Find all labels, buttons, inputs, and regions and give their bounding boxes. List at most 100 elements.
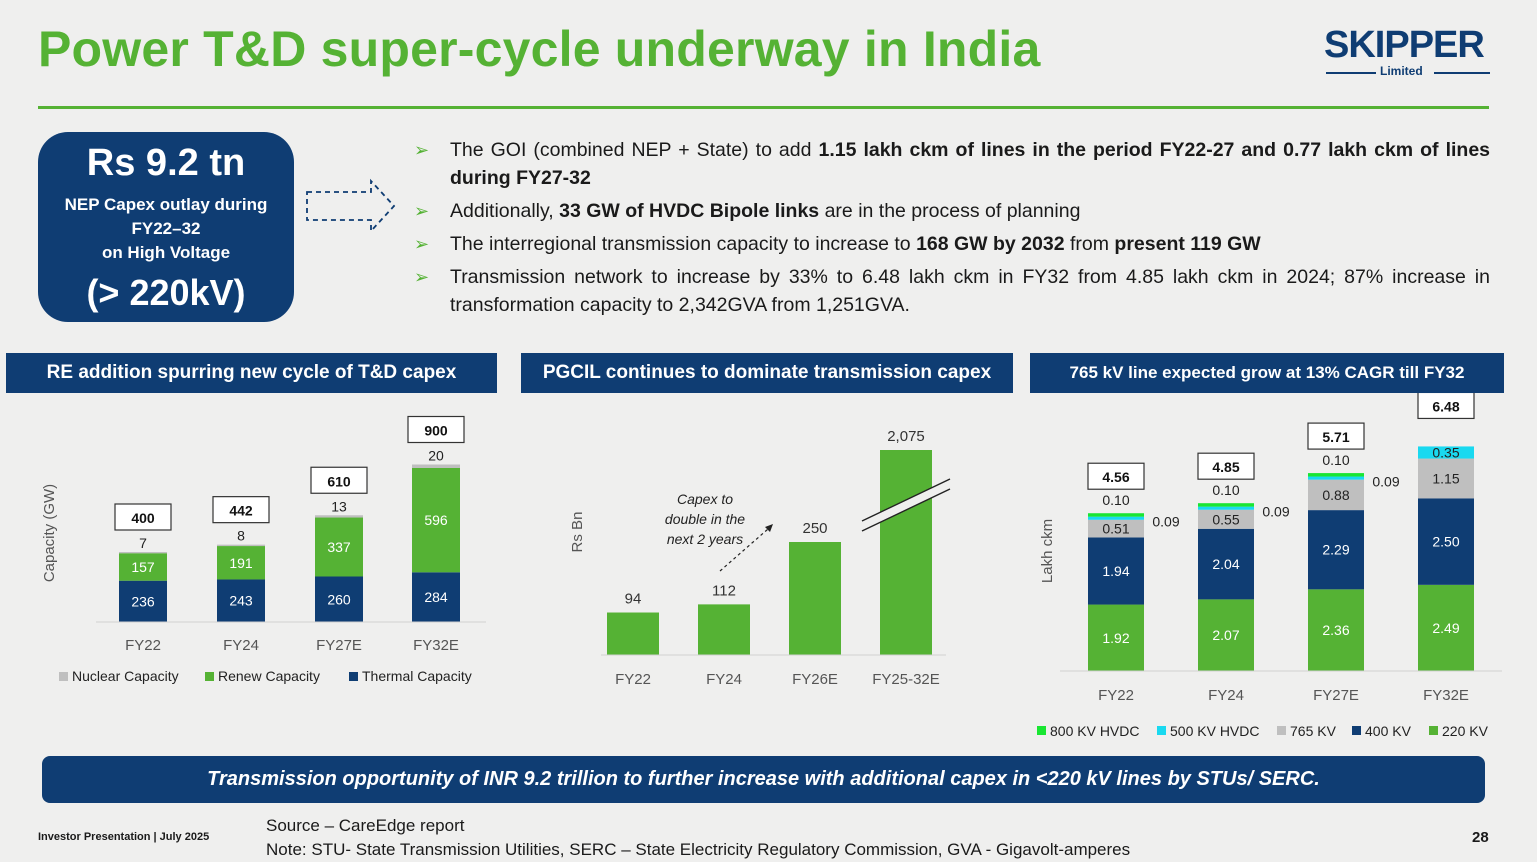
bar bbox=[880, 450, 932, 655]
legend-label: Renew Capacity bbox=[218, 668, 320, 684]
legend-label: 765 KV bbox=[1290, 723, 1337, 739]
logo-wordmark: SKIPPER bbox=[1324, 24, 1485, 66]
legend-swatch bbox=[1277, 726, 1286, 735]
key-points-list: ➢ The GOI (combined NEP + State) to add 1… bbox=[412, 136, 1490, 324]
key-point-text: The interregional transmission capacity … bbox=[450, 233, 917, 255]
legend-label: Thermal Capacity bbox=[362, 668, 472, 684]
logo-rule-left bbox=[1326, 72, 1376, 74]
y-axis-label: Capacity (GW) bbox=[41, 484, 58, 582]
key-point-item: ➢ Additionally, 33 GW of HVDC Bipole link… bbox=[412, 197, 1490, 225]
bar-segment bbox=[1418, 498, 1474, 585]
data-label: 157 bbox=[131, 559, 155, 575]
total-label: 900 bbox=[424, 423, 448, 439]
legend-label: Nuclear Capacity bbox=[72, 668, 179, 684]
x-tick-label: FY24 bbox=[1208, 687, 1244, 704]
x-tick-label: FY22 bbox=[125, 637, 161, 654]
panel-header-765kv: 765 kV line expected grow at 13% CAGR ti… bbox=[1030, 353, 1504, 393]
annotation-text: next 2 years bbox=[667, 531, 743, 547]
total-label-box bbox=[212, 496, 270, 524]
bar-segment bbox=[412, 464, 460, 468]
total-label: 6.48 bbox=[1432, 398, 1459, 414]
note-text: Note: STU- State Transmission Utilities,… bbox=[266, 840, 1131, 859]
chart-pgcil-capex: Rs Bn 94 FY22 112 FY24 250 FY26E 2,075 FY25-32E C… bbox=[569, 428, 951, 688]
x-tick-label: FY26E bbox=[792, 671, 838, 688]
annotation-text: double in the bbox=[665, 511, 745, 527]
legend-label: 500 KV HVDC bbox=[1170, 723, 1259, 739]
legend-label: 220 KV bbox=[1442, 723, 1489, 739]
axis-break-line bbox=[861, 478, 951, 522]
legend-swatch bbox=[205, 672, 214, 681]
data-label: 0.09 bbox=[1372, 474, 1399, 490]
chart-line-length: Lakh ckm 1.92 1.94 0.51 0.09 0.10 4.56 FY22 2.07… bbox=[1037, 393, 1502, 739]
total-label-box bbox=[1417, 393, 1475, 420]
x-tick-label: FY22 bbox=[1098, 687, 1134, 704]
arrow-bullet-icon: ➢ bbox=[414, 140, 430, 160]
title-divider bbox=[38, 106, 1489, 109]
bar-segment bbox=[1198, 503, 1254, 507]
legend-label: 800 KV HVDC bbox=[1050, 723, 1139, 739]
bar-segment bbox=[1088, 537, 1144, 605]
bar-segment bbox=[1308, 476, 1364, 480]
capex-highlight-box: Rs 9.2 tn NEP Capex outlay during FY22–3… bbox=[38, 132, 294, 322]
bar bbox=[607, 612, 659, 655]
panel-header-pgcil: PGCIL continues to dominate transmission… bbox=[521, 353, 1013, 393]
data-label: 0.10 bbox=[1322, 452, 1349, 468]
bar-segment bbox=[1198, 528, 1254, 600]
x-tick-label: FY32E bbox=[413, 637, 459, 654]
data-label: 191 bbox=[229, 555, 253, 571]
bar bbox=[789, 542, 841, 655]
data-label: 250 bbox=[802, 520, 827, 537]
bar-segment bbox=[119, 553, 167, 581]
annotation-arrow bbox=[719, 528, 769, 572]
bar-segment bbox=[315, 576, 363, 622]
data-label: 2.07 bbox=[1212, 627, 1239, 643]
key-point-text: Transmission network to increase by 33% … bbox=[450, 266, 1490, 316]
capex-amount: Rs 9.2 tn bbox=[86, 142, 246, 184]
legend-swatch bbox=[1157, 726, 1166, 735]
total-label: 5.71 bbox=[1322, 429, 1349, 445]
total-label-box bbox=[114, 503, 172, 531]
total-label-box bbox=[1087, 462, 1145, 490]
legend-swatch bbox=[1352, 726, 1361, 735]
total-label-box bbox=[1197, 452, 1255, 480]
footer-presentation-label: Investor Presentation | July 2025 bbox=[38, 831, 210, 843]
bar-segment bbox=[1308, 589, 1364, 671]
data-label: 0.10 bbox=[1102, 492, 1129, 508]
x-tick-label: FY24 bbox=[706, 671, 742, 688]
bar-segment bbox=[217, 544, 265, 547]
key-point-text: from bbox=[1064, 233, 1115, 255]
total-label: 610 bbox=[327, 473, 351, 489]
data-label: 0.88 bbox=[1322, 487, 1349, 503]
bar-segment bbox=[1198, 509, 1254, 529]
capex-description: NEP Capex outlay during FY22–32 on High … bbox=[64, 195, 268, 262]
legend-swatch bbox=[349, 672, 358, 681]
bar-segment bbox=[1088, 513, 1144, 517]
data-label: 0.10 bbox=[1212, 482, 1239, 498]
x-tick-label: FY27E bbox=[1313, 687, 1359, 704]
legend-swatch bbox=[1429, 726, 1438, 735]
bar-segment bbox=[217, 546, 265, 580]
data-label: 2.50 bbox=[1432, 534, 1459, 550]
data-label: 2,075 bbox=[887, 428, 925, 445]
data-label: 112 bbox=[712, 582, 736, 599]
total-label: 442 bbox=[229, 503, 253, 519]
data-label: 13 bbox=[331, 498, 347, 514]
total-label-box bbox=[1307, 422, 1365, 450]
skipper-logo: SKIPPER Limited bbox=[1322, 24, 1492, 80]
data-label: 7 bbox=[139, 535, 147, 551]
data-label: 1.92 bbox=[1102, 630, 1129, 646]
capex-voltage: (> 220kV) bbox=[86, 272, 246, 313]
legend-swatch bbox=[59, 672, 68, 681]
data-label: 1.15 bbox=[1432, 470, 1459, 486]
y-axis-label: Rs Bn bbox=[569, 512, 586, 553]
bar-segment bbox=[315, 515, 363, 518]
key-point-item: ➢ The interregional transmission capacity… bbox=[412, 230, 1490, 258]
key-point-item: ➢ The GOI (combined NEP + State) to add 1… bbox=[412, 136, 1490, 192]
slide-title: Power T&D super-cycle underway in India bbox=[38, 21, 1041, 77]
dashed-arrow-icon bbox=[306, 178, 396, 234]
key-point-text: 1.15 lakh ckm of lines in the period FY2… bbox=[450, 139, 1491, 189]
key-point-item: ➢ Transmission network to increase by 33%… bbox=[412, 263, 1490, 319]
logo-rule-right bbox=[1434, 72, 1490, 74]
x-tick-label: FY25-32E bbox=[872, 671, 940, 688]
